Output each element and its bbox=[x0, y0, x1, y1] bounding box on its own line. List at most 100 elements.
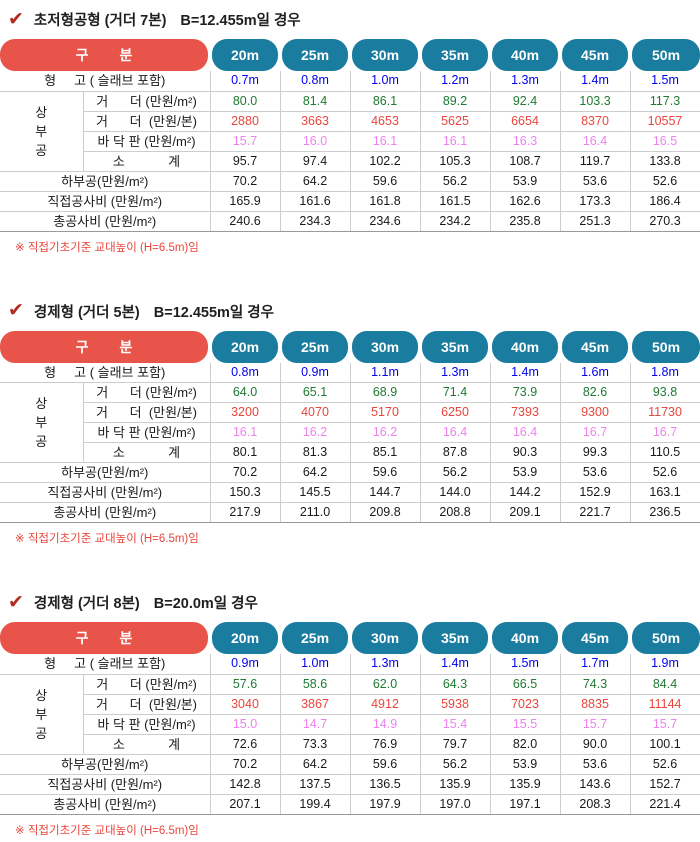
table-section-ultra-low: ✔ 초저형공형 (거더 7본) B=12.455m일 경우 구 분 20m 25m 3… bbox=[0, 5, 700, 255]
value-cell: 6654 bbox=[489, 111, 561, 132]
value-cell: 0.9m bbox=[279, 362, 351, 383]
value-cell: 16.0 bbox=[279, 131, 351, 152]
table-row: 바 닥 판 (만원/m²) 16.1 16.2 16.2 16.4 16.4 16.7 16.… bbox=[0, 422, 700, 443]
table-body: 형 고 ( 슬래브 포함) 0.7m 0.8m 1.0m 1.2m 1.3m 1.4m 1.5… bbox=[0, 71, 700, 232]
value-cell: 16.5 bbox=[629, 131, 700, 152]
value-cell: 76.9 bbox=[349, 734, 421, 755]
value-cell: 144.2 bbox=[489, 482, 561, 503]
title-label: 초저형공형 (거더 7본) bbox=[33, 13, 167, 29]
value-cell: 86.1 bbox=[349, 91, 421, 112]
header-row: 구 분 20m 25m 30m 35m 40m 45m 50m bbox=[0, 330, 700, 363]
table-row: 직접공사비 (만원/m²) 165.9 161.6 161.8 161.5 162.6 17… bbox=[0, 191, 700, 212]
value-cell: 234.3 bbox=[279, 211, 351, 232]
value-cell: 1.3m bbox=[349, 654, 421, 675]
value-cell: 144.0 bbox=[419, 482, 491, 503]
value-cell: 92.4 bbox=[489, 91, 561, 112]
value-cell: 11144 bbox=[629, 694, 700, 715]
value-cell: 1.4m bbox=[559, 71, 631, 92]
value-cell: 52.6 bbox=[629, 171, 700, 192]
value-cell: 197.0 bbox=[419, 794, 491, 815]
value-cell: 56.2 bbox=[419, 754, 491, 775]
value-cell: 15.7 bbox=[209, 131, 281, 152]
footnote: ※ 직접기초기준 교대높이 (H=6.5m)임 bbox=[15, 533, 199, 545]
table-header: 구 분 20m 25m 30m 35m 40m 45m 50m bbox=[0, 330, 700, 363]
value-cell: 3663 bbox=[279, 111, 351, 132]
value-cell: 59.6 bbox=[349, 171, 421, 192]
row-label: 형 고 ( 슬래브 포함) bbox=[0, 71, 211, 92]
page: ✔ 초저형공형 (거더 7본) B=12.455m일 경우 구 분 20m 25m 3… bbox=[0, 5, 700, 838]
table-header: 구 분 20m 25m 30m 35m 40m 45m 50m bbox=[0, 39, 700, 71]
table-row: 거 더 (만원/본) 2880 3663 4653 5625 6654 8370 10557 bbox=[0, 111, 700, 132]
column-header-span-30m: 30m bbox=[352, 330, 419, 363]
value-cell: 53.9 bbox=[489, 462, 561, 483]
value-cell: 15.5 bbox=[489, 714, 561, 735]
value-cell: 7393 bbox=[489, 402, 561, 423]
column-header-span-30m: 30m bbox=[352, 39, 419, 71]
value-cell: 5625 bbox=[419, 111, 491, 132]
value-cell: 5938 bbox=[419, 694, 491, 715]
value-cell: 236.5 bbox=[629, 502, 700, 523]
value-cell: 16.7 bbox=[559, 422, 631, 443]
row-label: 거 더 (만원/m²) bbox=[82, 674, 211, 695]
value-cell: 57.6 bbox=[209, 674, 281, 695]
value-cell: 59.6 bbox=[349, 754, 421, 775]
section-title: ✔ 경제형 (거더 5본) B=12.455m일 경우 bbox=[0, 297, 700, 331]
value-cell: 270.3 bbox=[629, 211, 700, 232]
value-cell: 9300 bbox=[559, 402, 631, 423]
value-cell: 14.7 bbox=[279, 714, 351, 735]
value-cell: 135.9 bbox=[419, 774, 491, 795]
value-cell: 74.3 bbox=[559, 674, 631, 695]
column-header-span-40m: 40m bbox=[492, 330, 559, 363]
value-cell: 4912 bbox=[349, 694, 421, 715]
value-cell: 152.9 bbox=[559, 482, 631, 503]
value-cell: 208.3 bbox=[559, 794, 631, 815]
value-cell: 11730 bbox=[629, 402, 700, 423]
header-row: 구 분 20m 25m 30m 35m 40m 45m 50m bbox=[0, 39, 700, 71]
value-cell: 70.2 bbox=[209, 754, 281, 775]
value-cell: 144.7 bbox=[349, 482, 421, 503]
value-cell: 72.6 bbox=[209, 734, 281, 755]
value-cell: 0.7m bbox=[209, 71, 281, 92]
table-row: 소 계 72.6 73.3 76.9 79.7 82.0 90.0 100.1 bbox=[0, 734, 700, 755]
value-cell: 59.6 bbox=[349, 462, 421, 483]
column-header-span-30m: 30m bbox=[352, 622, 419, 654]
value-cell: 235.8 bbox=[489, 211, 561, 232]
column-header-span-40m: 40m bbox=[492, 622, 559, 654]
value-cell: 108.7 bbox=[489, 151, 561, 172]
column-header-span-45m: 45m bbox=[562, 330, 629, 363]
value-cell: 133.8 bbox=[629, 151, 700, 172]
value-cell: 1.4m bbox=[419, 654, 491, 675]
table-header: 구 분 20m 25m 30m 35m 40m 45m 50m bbox=[0, 622, 700, 654]
row-label: 직접공사비 (만원/m²) bbox=[0, 191, 211, 212]
value-cell: 4070 bbox=[279, 402, 351, 423]
value-cell: 71.4 bbox=[419, 382, 491, 403]
value-cell: 82.6 bbox=[559, 382, 631, 403]
column-header-category: 구 분 bbox=[0, 330, 209, 363]
value-cell: 99.3 bbox=[559, 442, 631, 463]
value-cell: 1.5m bbox=[629, 71, 700, 92]
row-label: 거 더 (만원/m²) bbox=[82, 382, 211, 403]
value-cell: 1.4m bbox=[489, 362, 561, 383]
cost-table: 구 분 20m 25m 30m 35m 40m 45m 50m 형 고 ( 슬래브 포함) 0.7… bbox=[0, 39, 700, 232]
value-cell: 14.9 bbox=[349, 714, 421, 735]
row-label: 바 닥 판 (만원/m²) bbox=[82, 714, 211, 735]
value-cell: 135.9 bbox=[489, 774, 561, 795]
table-row: 소 계 95.7 97.4 102.2 105.3 108.7 119.7 133.8 bbox=[0, 151, 700, 172]
value-cell: 211.0 bbox=[279, 502, 351, 523]
footnote: ※ 직접기초기준 교대높이 (H=6.5m)임 bbox=[15, 241, 199, 254]
row-label: 총공사비 (만원/m²) bbox=[0, 794, 211, 815]
cost-table: 구 분 20m 25m 30m 35m 40m 45m 50m 형 고 ( 슬래브 포함) 0.9… bbox=[0, 622, 700, 815]
value-cell: 6250 bbox=[419, 402, 491, 423]
section-title: ✔ 경제형 (거더 8본) B=20.0m일 경우 bbox=[0, 588, 700, 622]
row-label: 거 더 (만원/본) bbox=[82, 111, 211, 132]
value-cell: 64.2 bbox=[279, 754, 351, 775]
row-label: 직접공사비 (만원/m²) bbox=[0, 482, 211, 503]
value-cell: 64.2 bbox=[279, 171, 351, 192]
value-cell: 173.3 bbox=[559, 191, 631, 212]
checkmark-icon: ✔ bbox=[8, 300, 24, 321]
value-cell: 197.9 bbox=[349, 794, 421, 815]
title-label: 경제형 (거더 5본) bbox=[33, 304, 140, 321]
table-row: 형 고 ( 슬래브 포함) 0.9m 1.0m 1.3m 1.4m 1.5m 1.7m 1.9… bbox=[0, 654, 700, 675]
value-cell: 70.2 bbox=[209, 171, 281, 192]
